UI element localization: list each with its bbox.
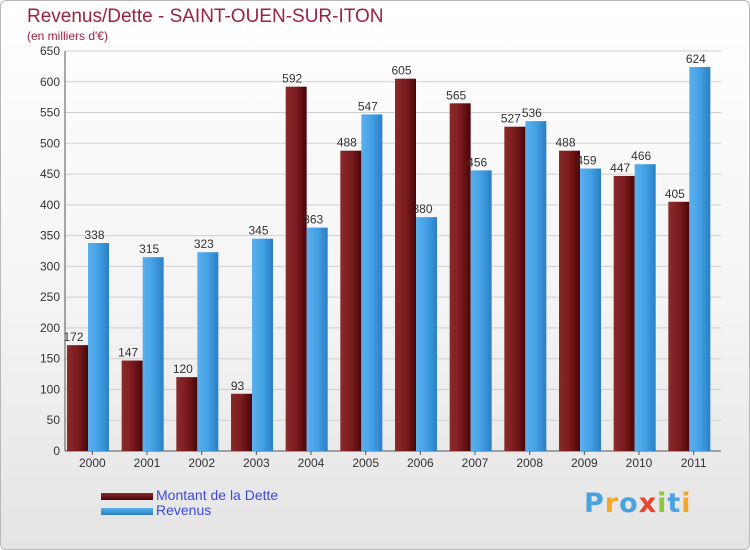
y-tick-label: 200	[40, 321, 60, 335]
revenus-bar	[689, 67, 711, 451]
data-label: 527	[501, 112, 521, 126]
revenus-bar	[634, 164, 656, 451]
logo-letter: P	[584, 488, 605, 519]
y-tick-label: 500	[40, 136, 60, 150]
dette-bar	[395, 78, 416, 451]
data-label: 488	[337, 136, 357, 150]
y-tick-label: 400	[40, 198, 60, 212]
legend-swatch-revenus	[101, 508, 153, 515]
y-tick-label: 600	[40, 75, 60, 89]
data-label: 624	[686, 52, 706, 66]
y-tick-label: 300	[40, 259, 60, 273]
y-tick-label: 50	[47, 413, 61, 427]
chart-subtitle: (en milliers d'€)	[27, 29, 108, 43]
legend-label-dette: Montant de la Dette	[156, 487, 279, 503]
y-tick-label: 450	[40, 167, 60, 181]
data-label: 536	[522, 106, 542, 120]
x-tick-label: 2003	[243, 456, 270, 470]
y-tick-label: 150	[40, 352, 60, 366]
x-tick-label: 2005	[352, 456, 379, 470]
dette-bar	[559, 150, 580, 451]
data-label: 380	[412, 202, 432, 216]
revenus-bar	[416, 217, 437, 451]
dette-bar	[121, 360, 143, 451]
data-label: 315	[139, 242, 159, 256]
revenus-bar	[142, 257, 164, 451]
revenus-bar	[252, 238, 273, 451]
data-label: 147	[118, 346, 138, 360]
dette-bar	[668, 201, 690, 451]
x-tick-label: 2006	[407, 456, 434, 470]
data-label: 363	[303, 213, 323, 227]
dette-bar	[285, 86, 307, 451]
x-tick-label: 2007	[462, 456, 489, 470]
data-label: 345	[248, 224, 268, 238]
proxiti-logo: Proxiti	[584, 488, 692, 519]
y-tick-label: 350	[40, 229, 60, 243]
data-label: 93	[231, 379, 245, 393]
data-label: 605	[391, 64, 411, 78]
x-tick-label: 2009	[571, 456, 598, 470]
logo-letter: t	[667, 488, 682, 519]
y-tick-label: 100	[40, 382, 60, 396]
revenus-bar	[88, 243, 109, 451]
data-label: 405	[665, 187, 685, 201]
dette-bar	[449, 103, 471, 452]
data-label: 447	[610, 161, 630, 175]
data-label: 338	[84, 228, 104, 242]
data-label: 565	[446, 88, 466, 102]
x-tick-label: 2000	[79, 456, 106, 470]
x-tick-label: 2010	[626, 456, 653, 470]
dette-bar	[67, 345, 88, 451]
x-tick-label: 2008	[516, 456, 543, 470]
revenus-bar	[470, 170, 492, 451]
x-tick-label: 2004	[298, 456, 325, 470]
data-label: 592	[282, 72, 302, 86]
chart-title: Revenus/Dette - SAINT-OUEN-SUR-ITON	[27, 6, 384, 27]
legend-label-revenus: Revenus	[156, 502, 212, 518]
dette-bar	[176, 377, 198, 451]
dette-bar	[231, 393, 252, 451]
data-label: 459	[576, 154, 596, 168]
dette-bar	[613, 175, 635, 451]
logo-letter: i	[681, 488, 692, 519]
dette-bar	[340, 150, 362, 451]
logo-letter: x	[638, 488, 658, 519]
data-label: 323	[194, 237, 214, 251]
data-label: 547	[358, 99, 378, 113]
y-tick-label: 550	[40, 106, 60, 120]
logo-letter: i	[657, 488, 668, 519]
data-label: 466	[631, 149, 651, 163]
logo-letter: o	[619, 488, 639, 519]
data-label: 456	[467, 155, 487, 169]
logo-letter: r	[604, 488, 620, 519]
y-tick-label: 0	[53, 444, 60, 458]
x-tick-label: 2002	[188, 456, 215, 470]
data-label: 488	[555, 136, 575, 150]
x-tick-label: 2011	[681, 456, 707, 470]
revenus-bar	[197, 252, 219, 451]
legend-swatch-dette	[101, 493, 153, 500]
revenus-bar	[361, 114, 383, 451]
revenus-bar	[306, 227, 328, 451]
y-tick-label: 250	[40, 290, 60, 304]
data-label: 172	[63, 330, 83, 344]
y-tick-label: 650	[40, 44, 60, 58]
data-label: 120	[173, 362, 193, 376]
x-tick-label: 2001	[134, 456, 161, 470]
revenus-bar	[525, 121, 547, 452]
dette-bar	[504, 126, 526, 451]
revenus-bar	[580, 168, 601, 452]
